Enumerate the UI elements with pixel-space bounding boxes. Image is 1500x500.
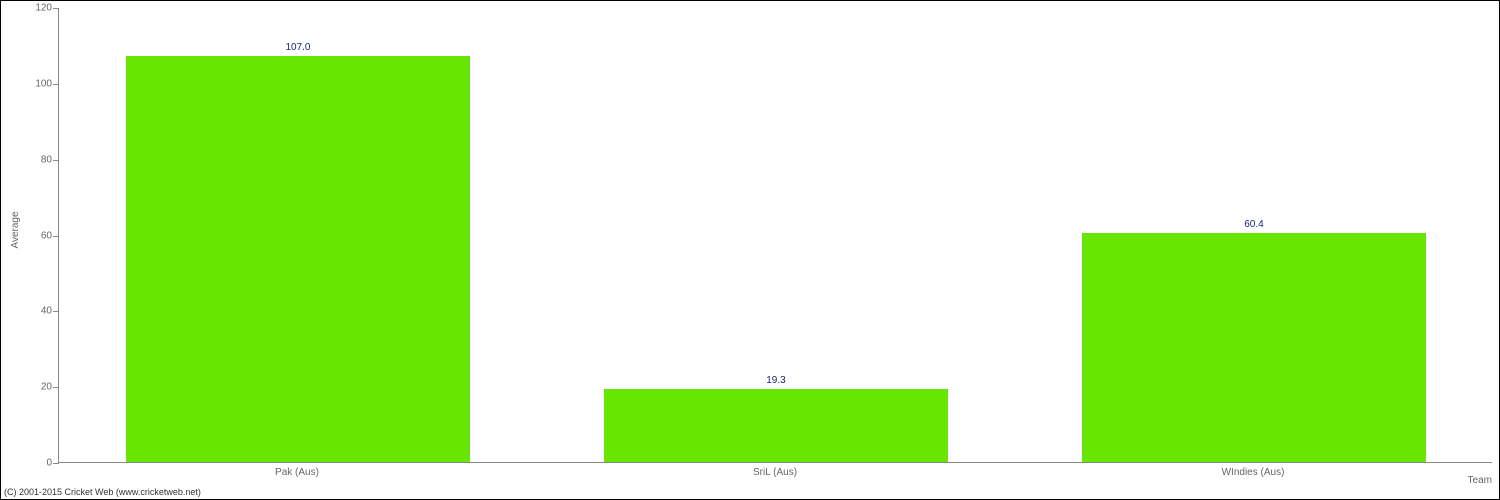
bar-value-label: 107.0: [126, 42, 470, 53]
x-tick-label: WIndies (Aus): [1222, 467, 1285, 478]
bar-value-label: 19.3: [604, 375, 948, 386]
x-axis-title: Team: [1468, 475, 1492, 486]
y-tick-label: 80: [12, 154, 52, 165]
x-tick-label: SriL (Aus): [753, 467, 797, 478]
y-tick-label: 0: [12, 458, 52, 469]
y-tick: [53, 463, 59, 464]
bar-value-label: 60.4: [1082, 219, 1426, 230]
bar-fill: [1082, 233, 1426, 462]
y-tick: [53, 84, 59, 85]
y-tick: [53, 8, 59, 9]
bar-fill: [126, 56, 470, 462]
bar: 107.0: [126, 56, 470, 462]
plot-area: 107.0 19.3 60.4: [58, 8, 1492, 463]
y-tick: [53, 236, 59, 237]
y-tick: [53, 311, 59, 312]
x-tick-label: Pak (Aus): [275, 467, 319, 478]
y-tick-label: 20: [12, 382, 52, 393]
y-tick-label: 60: [12, 230, 52, 241]
y-tick: [53, 160, 59, 161]
y-tick: [53, 387, 59, 388]
y-tick-label: 40: [12, 306, 52, 317]
y-tick-label: 100: [12, 78, 52, 89]
copyright-text: (C) 2001-2015 Cricket Web (www.cricketwe…: [2, 486, 203, 498]
bar: 19.3: [604, 389, 948, 462]
bar-fill: [604, 389, 948, 462]
y-tick-label: 120: [12, 3, 52, 14]
bar: 60.4: [1082, 233, 1426, 462]
